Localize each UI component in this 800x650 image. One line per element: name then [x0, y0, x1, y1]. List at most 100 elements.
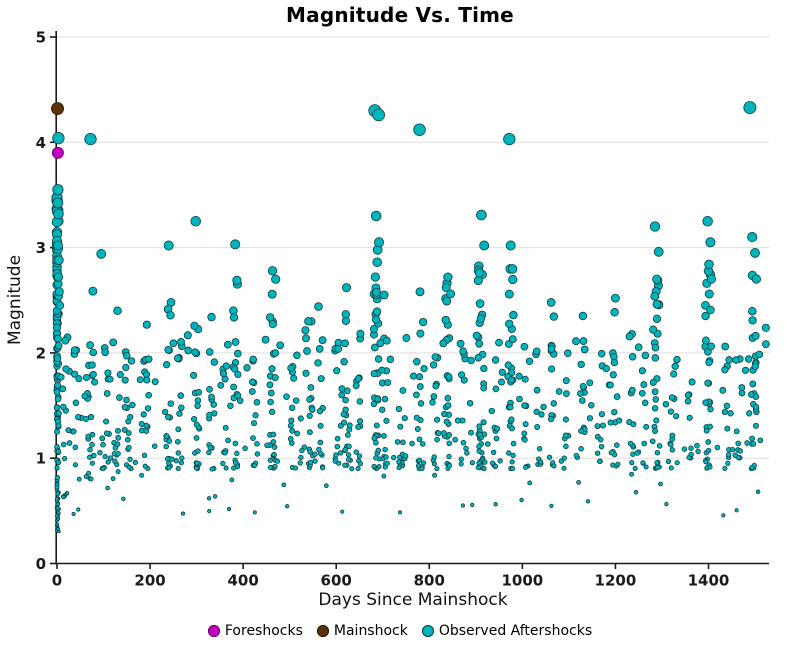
data-point — [55, 410, 62, 417]
data-point — [752, 403, 760, 411]
data-point — [443, 418, 450, 425]
data-point — [169, 456, 175, 462]
data-point — [684, 398, 692, 405]
data-point — [357, 418, 364, 425]
data-point — [654, 449, 661, 456]
data-point — [747, 232, 758, 243]
data-point — [547, 365, 556, 373]
data-point — [464, 450, 470, 456]
data-point — [323, 483, 329, 489]
data-point — [252, 412, 259, 419]
data-point — [649, 221, 661, 232]
data-point — [62, 365, 70, 373]
data-point — [452, 436, 459, 443]
data-point — [194, 402, 201, 410]
data-point — [504, 289, 514, 299]
data-point — [510, 440, 517, 447]
data-point — [761, 323, 770, 332]
data-point — [498, 368, 506, 376]
x-tick-label: 800 — [414, 572, 445, 590]
data-point — [597, 436, 604, 443]
data-point — [123, 396, 130, 404]
data-point — [55, 301, 65, 310]
data-point — [66, 440, 73, 446]
data-point — [755, 350, 764, 359]
data-point — [126, 444, 132, 451]
data-point — [243, 364, 251, 372]
data-point — [103, 390, 111, 397]
data-point — [220, 460, 226, 467]
data-point — [681, 446, 688, 452]
data-point — [99, 435, 106, 442]
data-point — [254, 440, 260, 447]
data-point — [476, 209, 487, 221]
data-point — [355, 466, 361, 472]
data-point — [694, 442, 700, 449]
legend-label-aftershocks: Observed Aftershocks — [438, 623, 593, 639]
data-point — [561, 455, 567, 461]
data-point — [223, 340, 232, 349]
data-point — [651, 343, 660, 352]
data-point — [212, 494, 218, 499]
data-point — [446, 453, 452, 460]
data-point — [51, 146, 64, 159]
data-point — [472, 331, 481, 340]
data-point — [416, 457, 423, 463]
data-point — [655, 465, 661, 471]
data-point — [540, 403, 547, 411]
chart-title: Magnitude Vs. Time — [286, 3, 514, 27]
data-point — [194, 465, 200, 471]
data-point — [578, 427, 585, 434]
data-point — [493, 463, 499, 469]
data-point — [456, 339, 465, 348]
data-point — [641, 399, 649, 407]
data-point — [459, 347, 467, 356]
data-point — [163, 361, 171, 369]
data-point — [409, 440, 415, 447]
legend-label-foreshocks: Foreshocks — [224, 623, 303, 639]
data-point — [104, 369, 112, 377]
data-point — [102, 453, 108, 460]
data-point — [725, 356, 733, 364]
data-point — [640, 381, 648, 389]
data-point — [109, 338, 118, 347]
data-point — [684, 391, 692, 399]
data-point — [508, 416, 515, 423]
data-point — [169, 339, 178, 348]
data-point — [538, 411, 545, 418]
data-point — [229, 477, 235, 483]
legend-item-aftershocks: Observed Aftershocks — [421, 623, 593, 639]
data-point — [54, 287, 64, 297]
data-point — [271, 349, 280, 357]
data-point — [230, 383, 238, 391]
data-point — [270, 439, 277, 445]
data-point — [272, 463, 278, 469]
data-point — [370, 272, 381, 282]
data-point — [106, 375, 114, 383]
data-point — [264, 442, 270, 449]
data-point — [61, 336, 70, 345]
x-axis-label: Days Since Mainshock — [318, 590, 508, 610]
data-point — [688, 445, 694, 451]
data-point — [670, 370, 678, 378]
data-point — [61, 455, 68, 462]
data-point — [379, 406, 386, 413]
data-point — [616, 417, 623, 424]
data-point — [413, 414, 420, 421]
data-point — [307, 384, 315, 391]
data-point — [597, 349, 606, 358]
data-point — [509, 310, 518, 320]
data-point — [573, 452, 579, 459]
data-point — [704, 259, 714, 270]
data-point — [628, 386, 636, 394]
data-point — [664, 501, 669, 507]
data-point — [271, 444, 278, 450]
data-point — [252, 510, 257, 515]
data-point — [474, 354, 483, 362]
data-point — [703, 459, 709, 465]
data-point — [446, 463, 452, 469]
data-point — [127, 413, 134, 421]
data-point — [222, 450, 228, 456]
data-point — [384, 460, 390, 466]
data-point — [229, 313, 239, 322]
